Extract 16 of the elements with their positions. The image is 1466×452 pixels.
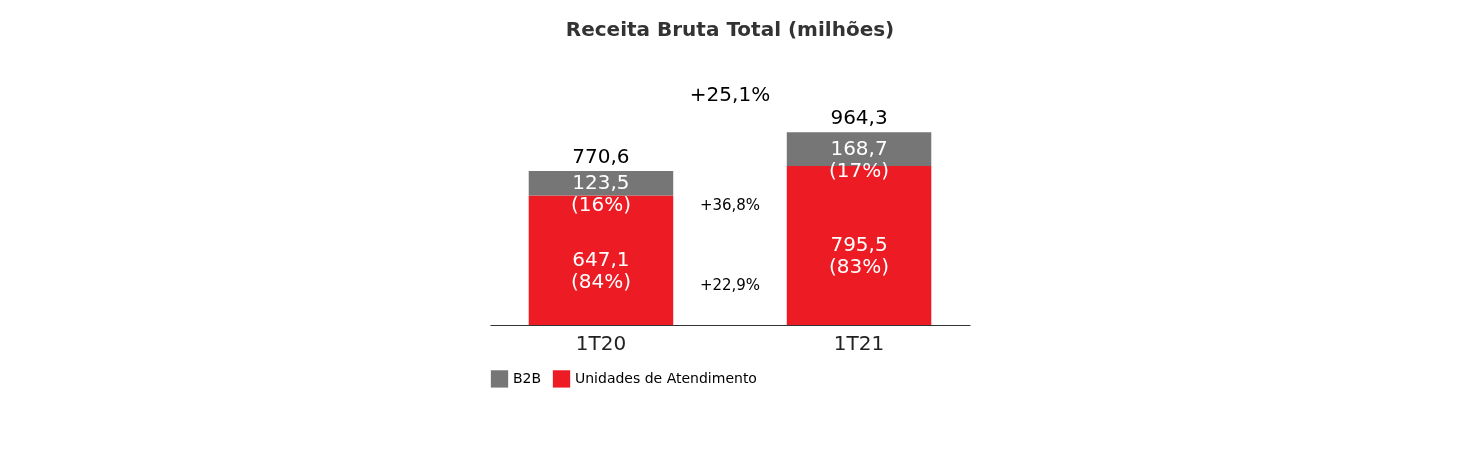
chart-title: Receita Bruta Total (milhões) [565,17,895,41]
annotation: +22,9% [699,276,761,294]
x-tick-label: 1T20 [575,330,627,355]
annotation: +36,8% [699,196,761,214]
text: +25,1% [689,82,771,106]
bar [528,170,674,196]
data-label: 123,5 (16%) [570,170,631,217]
data-label: 795,5 (83%) [829,232,890,279]
legend-label: B2B [513,369,542,386]
bar [528,195,674,325]
total-label: 770,6 [572,143,630,168]
data-label: 647,1 (84%) [570,247,631,294]
x-tick-label: 1T21 [833,330,885,355]
total-label: 964,3 [830,105,888,130]
legend-label: Unidades de Atendimento [575,369,757,386]
data-label: 168,7 (17%) [829,136,890,183]
